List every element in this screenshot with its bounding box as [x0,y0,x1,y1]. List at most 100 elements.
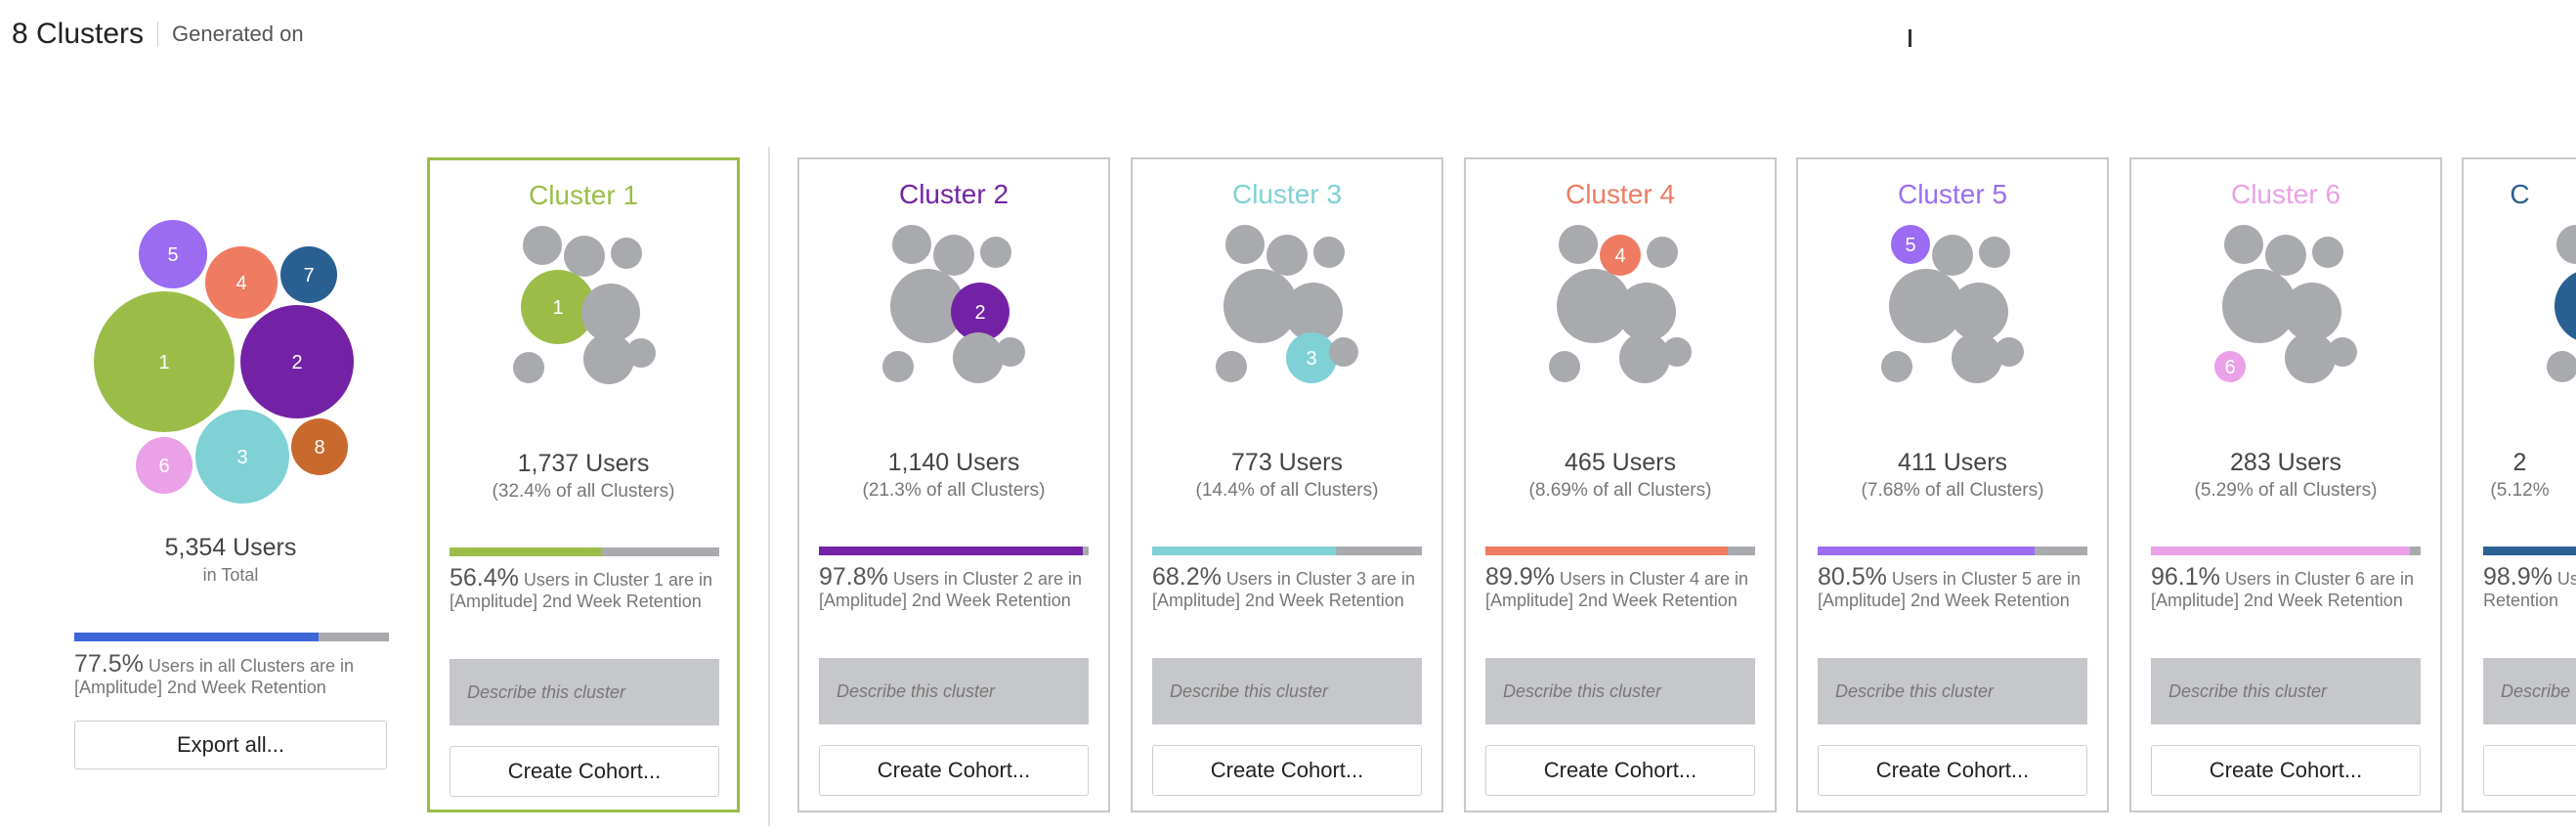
cluster-card-5[interactable]: Cluster 5 5 411 Users (7.68% of all Cluster… [1796,157,2109,812]
cluster-bubble [1619,332,1670,383]
cluster-bubble-highlight [2555,272,2576,340]
cluster-bubble [2285,332,2336,383]
overall-retention-text: 77.5% Users in all Clusters are in [Ampl… [74,650,403,698]
cluster-bubble [1950,283,2008,341]
create-cohort-button[interactable]: Crea [2483,745,2576,796]
svg-text:7: 7 [303,265,314,286]
cluster-users: 1,737 Users [517,450,650,477]
cluster-bubble [953,332,1004,383]
cluster-retention-pct: 56.4% [450,564,519,592]
cluster-retention-desc: Users in Cluster 4 are in [Amplitude] 2n… [1485,569,1748,610]
cluster-bubble-highlight [1286,332,1337,383]
cluster-bubble-chart: 4 [1549,225,1692,383]
export-all-button[interactable]: Export all... [74,721,387,769]
cluster-bubble [996,337,1025,367]
svg-text:2: 2 [291,352,302,373]
svg-text:8: 8 [314,437,324,459]
cluster-retention-desc: Users in Cluster 6 are in [Amplitude] 2n… [2151,569,2414,610]
cluster-retention-bar [2151,547,2421,555]
cluster-bubble [882,351,914,382]
cluster-bubble [2312,237,2343,268]
cluster-bubble [1225,225,1265,264]
cluster-title: C [2510,179,2530,209]
cluster-share: (7.68% of all Clusters) [1861,480,2044,501]
cluster-retention-fill [2151,547,2411,555]
cluster-description-input[interactable] [1152,658,1422,724]
create-cohort-button[interactable]: Create Cohort... [1152,745,1422,796]
cluster-users: 283 Users [2230,449,2341,476]
cluster-bubble [581,284,640,342]
summary-bubble-7[interactable]: 7 [280,246,337,303]
create-cohort-button[interactable]: Create Cohort... [1485,745,1755,796]
cluster-card-1[interactable]: Cluster 1 1 1,737 Users (32.4% of all Clust… [427,157,740,812]
overall-retention-desc: Users in all Clusters are in [Amplitude]… [74,656,354,697]
cluster-description-input[interactable] [819,658,1089,724]
cluster-retention-desc: Users in Cluster 3 are in [Amplitude] 2n… [1152,569,1415,610]
overall-retention-pct: 77.5% [74,650,144,678]
summary-bubble-4[interactable]: 4 [205,246,278,319]
cluster-share: (21.3% of all Clusters) [862,480,1046,501]
cluster-description-input[interactable] [1485,658,1755,724]
summary-bubble-2[interactable]: 2 [240,305,354,418]
summary-bubble-1[interactable]: 1 [94,291,235,432]
cluster-bubble [1881,351,1912,382]
create-cohort-button[interactable]: Create Cohort... [2151,745,2421,796]
summary-bubble-8[interactable]: 8 [291,418,348,475]
cluster-card-2[interactable]: Cluster 2 2 1,140 Users (21.3% of all Clust… [797,157,1110,812]
text-cursor [1909,29,1911,47]
cluster-card-3[interactable]: Cluster 3 3 773 Users (14.4% of all Cluster… [1131,157,1443,812]
cluster-title: Cluster 1 [528,180,639,210]
cluster-retention-text: 98.9% Users in [Amplitu Retention [2483,563,2576,611]
cluster-bubble [1313,237,1345,268]
cluster-bubble [611,238,642,269]
cluster-bubble-chart: 3 [1216,225,1358,383]
cluster-users: 411 Users [1897,449,2008,476]
cluster-bubble [892,225,931,264]
cluster-title: Cluster 5 [1897,179,2008,209]
cluster-retention-pct: 98.9% [2483,563,2553,591]
cluster-retention-bar [1152,547,1422,555]
cluster-retention-desc: Users in Cluster 5 are in [Amplitude] 2n… [1818,569,2081,610]
cluster-retention-pct: 68.2% [1152,563,1222,591]
cluster-bubble-chart: 1 [513,226,656,384]
cluster-bubble [1952,332,2002,383]
cluster-description-input[interactable] [2151,658,2421,724]
cluster-bubble [626,338,656,368]
cluster-card-6[interactable]: Cluster 6 6 283 Users (5.29% of all Cluster… [2129,157,2442,812]
cluster-description-input[interactable] [450,659,719,725]
cluster-bubble [890,269,965,343]
create-cohort-button[interactable]: Create Cohort... [819,745,1089,796]
create-cohort-button[interactable]: Create Cohort... [450,746,719,797]
cluster-bubble-chart: 2 [882,225,1025,383]
cluster-card-7[interactable]: C 2 (5.12% 98.9% Users in [Amplitu Retentio… [2462,157,2576,812]
summary-bubble-5[interactable]: 5 [139,220,207,288]
cluster-bubble-chart: 6 [2214,225,2357,383]
summary-bubble-3[interactable]: 3 [195,410,289,504]
generated-on-label: Generated on [172,22,304,46]
cluster-retention-desc: Users in [Amplitu Retention [2483,569,2576,610]
cluster-title: Cluster 4 [1565,179,1676,209]
cluster-bubble [1559,225,1598,264]
cluster-bubble [1932,235,1973,276]
svg-text:4: 4 [236,273,246,294]
cluster-bubble-highlight [951,283,1009,341]
cluster-share: (14.4% of all Clusters) [1195,480,1379,501]
cluster-card-4[interactable]: Cluster 4 4 465 Users (8.69% of all Cluster… [1464,157,1777,812]
cluster-retention-desc: Users in Cluster 1 are in [Amplitude] 2n… [450,570,712,611]
cluster-description-input[interactable] [1818,658,2087,724]
cluster-bubble [1216,351,1247,382]
cluster-bubble [1995,337,2024,367]
cluster-title: Cluster 2 [898,179,1009,209]
cluster-bubble [564,236,605,277]
cluster-retention-text: 56.4% Users in Cluster 1 are in [Amplitu… [450,564,723,612]
cluster-share: (5.29% of all Clusters) [2194,480,2378,501]
summary-bubble-6[interactable]: 6 [136,437,193,494]
total-users-sub: in Total [202,565,259,585]
cluster-bubble-label: 1 [552,297,563,319]
cluster-title: Cluster 3 [1231,179,1343,209]
cluster-bubble-label: 6 [2224,357,2235,378]
svg-text:6: 6 [158,456,169,477]
cluster-retention-fill [1818,547,2036,555]
create-cohort-button[interactable]: Create Cohort... [1818,745,2087,796]
cluster-description-input[interactable] [2483,658,2576,724]
